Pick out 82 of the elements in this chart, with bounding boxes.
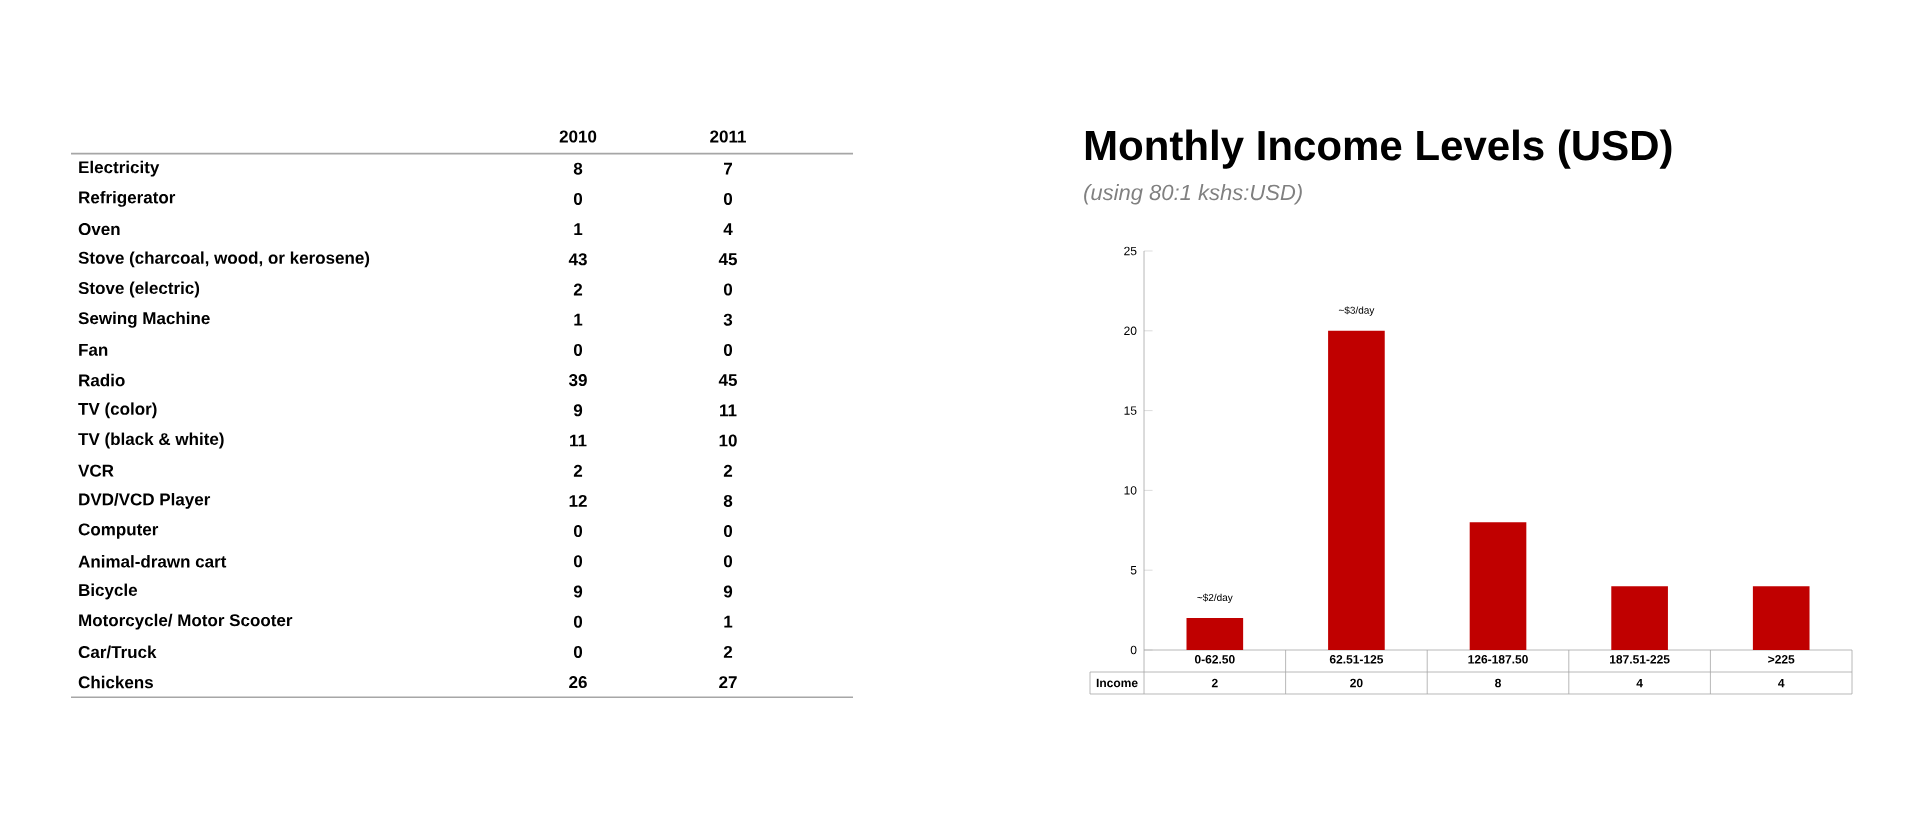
data-label: 1 xyxy=(724,615,733,628)
data-label: 9 xyxy=(723,585,733,598)
x-tick-label: 62.51-125 xyxy=(1329,655,1384,664)
annotation: ~$3/day xyxy=(1338,306,1375,316)
y-tick-label: 5 xyxy=(1130,566,1137,575)
y-tick-label: 25 xyxy=(1124,246,1137,256)
y-tick-label: 0 xyxy=(1130,645,1137,655)
y-tick-label: Oven xyxy=(78,223,120,236)
x-tick-label: 187.51-225 xyxy=(1610,655,1670,664)
data-label: 4 xyxy=(1778,678,1785,688)
text: Income xyxy=(1096,678,1138,688)
data-label: 2 xyxy=(573,464,583,477)
data-label: 11 xyxy=(720,404,737,417)
data-label: 0 xyxy=(723,192,733,205)
data-label: 3 xyxy=(723,313,733,326)
chart-subtitle: (using 80:1 kshs:USD) xyxy=(1084,184,1302,205)
data-label: 4 xyxy=(723,223,733,235)
data-label: 2 xyxy=(573,283,583,296)
bar xyxy=(1611,586,1668,650)
data-label: 10 xyxy=(719,434,737,447)
bar xyxy=(1469,522,1527,650)
data-label: 11 xyxy=(570,434,587,447)
data-label: 12 xyxy=(569,494,587,507)
data-label: 39 xyxy=(568,374,587,387)
data-label: 20 xyxy=(1350,678,1363,688)
data-label: 2 xyxy=(1211,678,1218,688)
data-label: 43 xyxy=(568,253,587,266)
data-label: 8 xyxy=(573,162,583,175)
x-tick-label: 2011 xyxy=(710,130,746,143)
y-tick-label: Motorcycle/ Motor Scooter xyxy=(79,613,293,630)
x-tick-label: 126-187.50 xyxy=(1468,655,1528,664)
y-tick-label: Animal-drawn cart xyxy=(78,555,227,568)
y-tick-label: Refrigerator xyxy=(79,190,176,207)
chart-title: Monthly Income Levels (USD) xyxy=(1085,129,1672,169)
data-label: 26 xyxy=(569,676,587,689)
y-tick-label: Radio xyxy=(79,373,125,387)
data-label: 8 xyxy=(723,494,733,507)
y-tick-label: Fan xyxy=(79,343,108,356)
data-label: 0 xyxy=(723,283,733,296)
annotation: ~$2/day xyxy=(1197,593,1233,604)
y-tick-label: Sewing Machine xyxy=(78,311,210,328)
y-tick-label: 20 xyxy=(1124,326,1137,336)
data-label: 0 xyxy=(723,343,733,356)
y-tick-label: DVD/VCD Player xyxy=(79,492,211,509)
data-label: 0 xyxy=(573,555,583,568)
data-label: 1 xyxy=(574,223,583,235)
y-tick-label: Electricity xyxy=(79,160,160,177)
y-tick-label: TV (black & white) xyxy=(78,432,224,449)
data-label: 2 xyxy=(723,645,733,658)
y-tick-label: Chickens xyxy=(78,675,153,689)
data-label: 0 xyxy=(573,525,583,538)
x-tick-label: 2010 xyxy=(559,130,597,143)
y-tick-label: 15 xyxy=(1124,406,1137,415)
y-tick-label: TV (color) xyxy=(78,402,157,419)
y-tick-label: 10 xyxy=(1124,486,1137,495)
data-label: 9 xyxy=(573,404,583,417)
data-label: 7 xyxy=(724,162,732,175)
bar xyxy=(1752,586,1810,650)
data-label: 9 xyxy=(573,585,583,598)
data-label: 0 xyxy=(573,192,583,205)
data-label: 8 xyxy=(1495,678,1501,688)
y-tick-label: VCR xyxy=(78,464,114,477)
y-tick-label: Stove (charcoal, wood, or kerosene) xyxy=(78,251,370,268)
y-tick-label: Computer xyxy=(78,523,159,539)
data-label: 0 xyxy=(723,525,733,538)
data-label: 27 xyxy=(719,676,737,689)
data-label: 2 xyxy=(723,464,733,477)
data-label: 0 xyxy=(573,645,583,658)
data-label: 45 xyxy=(718,374,737,387)
y-tick-label: Car/Truck xyxy=(78,645,157,659)
x-tick-label: >225 xyxy=(1768,655,1795,664)
bar xyxy=(1328,330,1385,650)
y-tick-label: Stove (electric) xyxy=(78,281,200,298)
y-tick-label: Bicycle xyxy=(79,583,138,600)
data-label: 0 xyxy=(573,615,583,628)
data-label: 0 xyxy=(573,343,583,356)
bar xyxy=(1186,618,1244,650)
data-label: 45 xyxy=(718,253,737,266)
data-label: 4 xyxy=(1636,678,1643,688)
data-label: 0 xyxy=(723,555,733,568)
data-label: 1 xyxy=(574,313,583,326)
x-tick-label: 0-62.50 xyxy=(1194,655,1235,664)
